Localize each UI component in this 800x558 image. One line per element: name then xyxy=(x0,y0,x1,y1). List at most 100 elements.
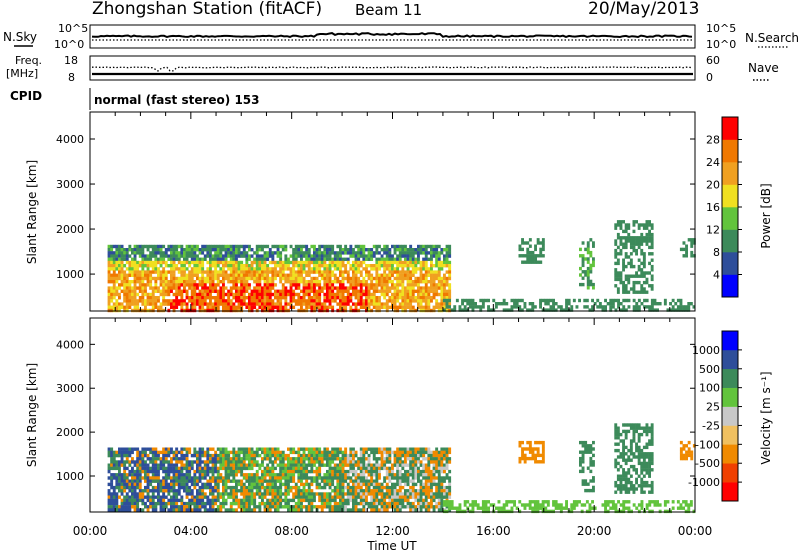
velocity-cell xyxy=(238,464,241,467)
power-cell xyxy=(206,254,209,257)
velocity-cell xyxy=(118,476,121,479)
velocity-cell xyxy=(178,470,181,473)
velocity-cell xyxy=(227,486,230,489)
velocity-cell xyxy=(438,451,441,454)
velocity-cell xyxy=(186,457,189,460)
power-cell xyxy=(115,286,118,289)
velocity-cell xyxy=(152,451,155,454)
power-cell xyxy=(336,245,339,248)
power-cell xyxy=(373,286,376,289)
power-cell xyxy=(334,261,337,264)
velocity-cell xyxy=(399,460,402,463)
power-cell xyxy=(279,280,282,283)
power-cell xyxy=(323,270,326,273)
velocity-cell xyxy=(284,473,287,476)
power-cell xyxy=(115,248,118,251)
power-cell xyxy=(690,238,693,241)
power-cell xyxy=(409,277,412,280)
velocity-cell xyxy=(396,448,399,451)
power-cell xyxy=(550,305,553,308)
velocity-cell xyxy=(131,467,134,470)
power-cell xyxy=(339,296,342,299)
velocity-cell xyxy=(300,460,303,463)
power-cell xyxy=(277,261,280,264)
velocity-cell xyxy=(287,460,290,463)
power-cell xyxy=(178,283,181,286)
velocity-cell xyxy=(417,505,420,508)
power-cell xyxy=(209,274,212,277)
power-cell xyxy=(433,296,436,299)
power-cell xyxy=(407,302,410,305)
power-cell xyxy=(313,270,316,273)
velocity-cell xyxy=(271,492,274,495)
power-cell xyxy=(651,252,654,255)
power-cell xyxy=(147,270,150,273)
velocity-cell xyxy=(240,489,243,492)
power-cell xyxy=(271,299,274,302)
power-cell xyxy=(248,286,251,289)
velocity-cell xyxy=(407,499,410,502)
power-cell xyxy=(238,248,241,251)
power-cell xyxy=(381,306,384,309)
velocity-cell xyxy=(139,499,142,502)
power-cell xyxy=(204,286,207,289)
velocity-cell xyxy=(152,460,155,463)
power-cell xyxy=(433,293,436,296)
power-cell xyxy=(321,270,324,273)
velocity-cell xyxy=(290,499,293,502)
power-cell xyxy=(134,299,137,302)
power-cell xyxy=(180,280,183,283)
velocity-cell xyxy=(349,486,352,489)
velocity-cell xyxy=(368,473,371,476)
power-cell xyxy=(587,251,590,254)
power-cell xyxy=(352,302,355,305)
power-cell xyxy=(253,293,256,296)
velocity-cell xyxy=(108,502,111,505)
velocity-cell xyxy=(180,457,183,460)
power-cell xyxy=(303,277,306,280)
power-cell xyxy=(123,299,126,302)
velocity-cell xyxy=(128,454,131,457)
velocity-cell xyxy=(110,480,113,483)
velocity-cell xyxy=(417,502,420,505)
velocity-cell xyxy=(386,454,389,457)
power-cell xyxy=(375,280,378,283)
power-cell xyxy=(584,273,587,276)
power-cell xyxy=(173,248,176,251)
power-cell xyxy=(412,261,415,264)
velocity-cell xyxy=(222,496,225,499)
velocity-cell xyxy=(430,480,433,483)
power-cell xyxy=(316,258,319,261)
power-cell xyxy=(157,251,160,254)
velocity-cell xyxy=(357,460,360,463)
velocity-cell xyxy=(238,454,241,457)
velocity-cell xyxy=(232,476,235,479)
power-cell xyxy=(355,286,358,289)
velocity-cell xyxy=(235,480,238,483)
velocity-cell xyxy=(167,476,170,479)
power-cell xyxy=(139,296,142,299)
power-cell xyxy=(115,264,118,267)
velocity-cell xyxy=(420,470,423,473)
velocity-cell xyxy=(113,460,116,463)
velocity-cell xyxy=(357,492,360,495)
power-cell xyxy=(378,283,381,286)
power-cell xyxy=(134,248,137,251)
velocity-cell xyxy=(435,476,438,479)
velocity-cell xyxy=(144,502,147,505)
power-cell xyxy=(552,305,555,308)
velocity-cell xyxy=(201,489,204,492)
power-cell xyxy=(258,254,261,257)
velocity-cell xyxy=(378,451,381,454)
velocity-cell xyxy=(352,467,355,470)
velocity-cell xyxy=(368,470,371,473)
velocity-cell xyxy=(118,483,121,486)
velocity-cell xyxy=(225,470,228,473)
power-cell xyxy=(383,245,386,248)
power-cell xyxy=(160,277,163,280)
velocity-cell xyxy=(368,457,371,460)
power-cell xyxy=(264,261,267,264)
velocity-cell xyxy=(381,464,384,467)
velocity-cell xyxy=(430,486,433,489)
velocity-cell xyxy=(217,480,220,483)
